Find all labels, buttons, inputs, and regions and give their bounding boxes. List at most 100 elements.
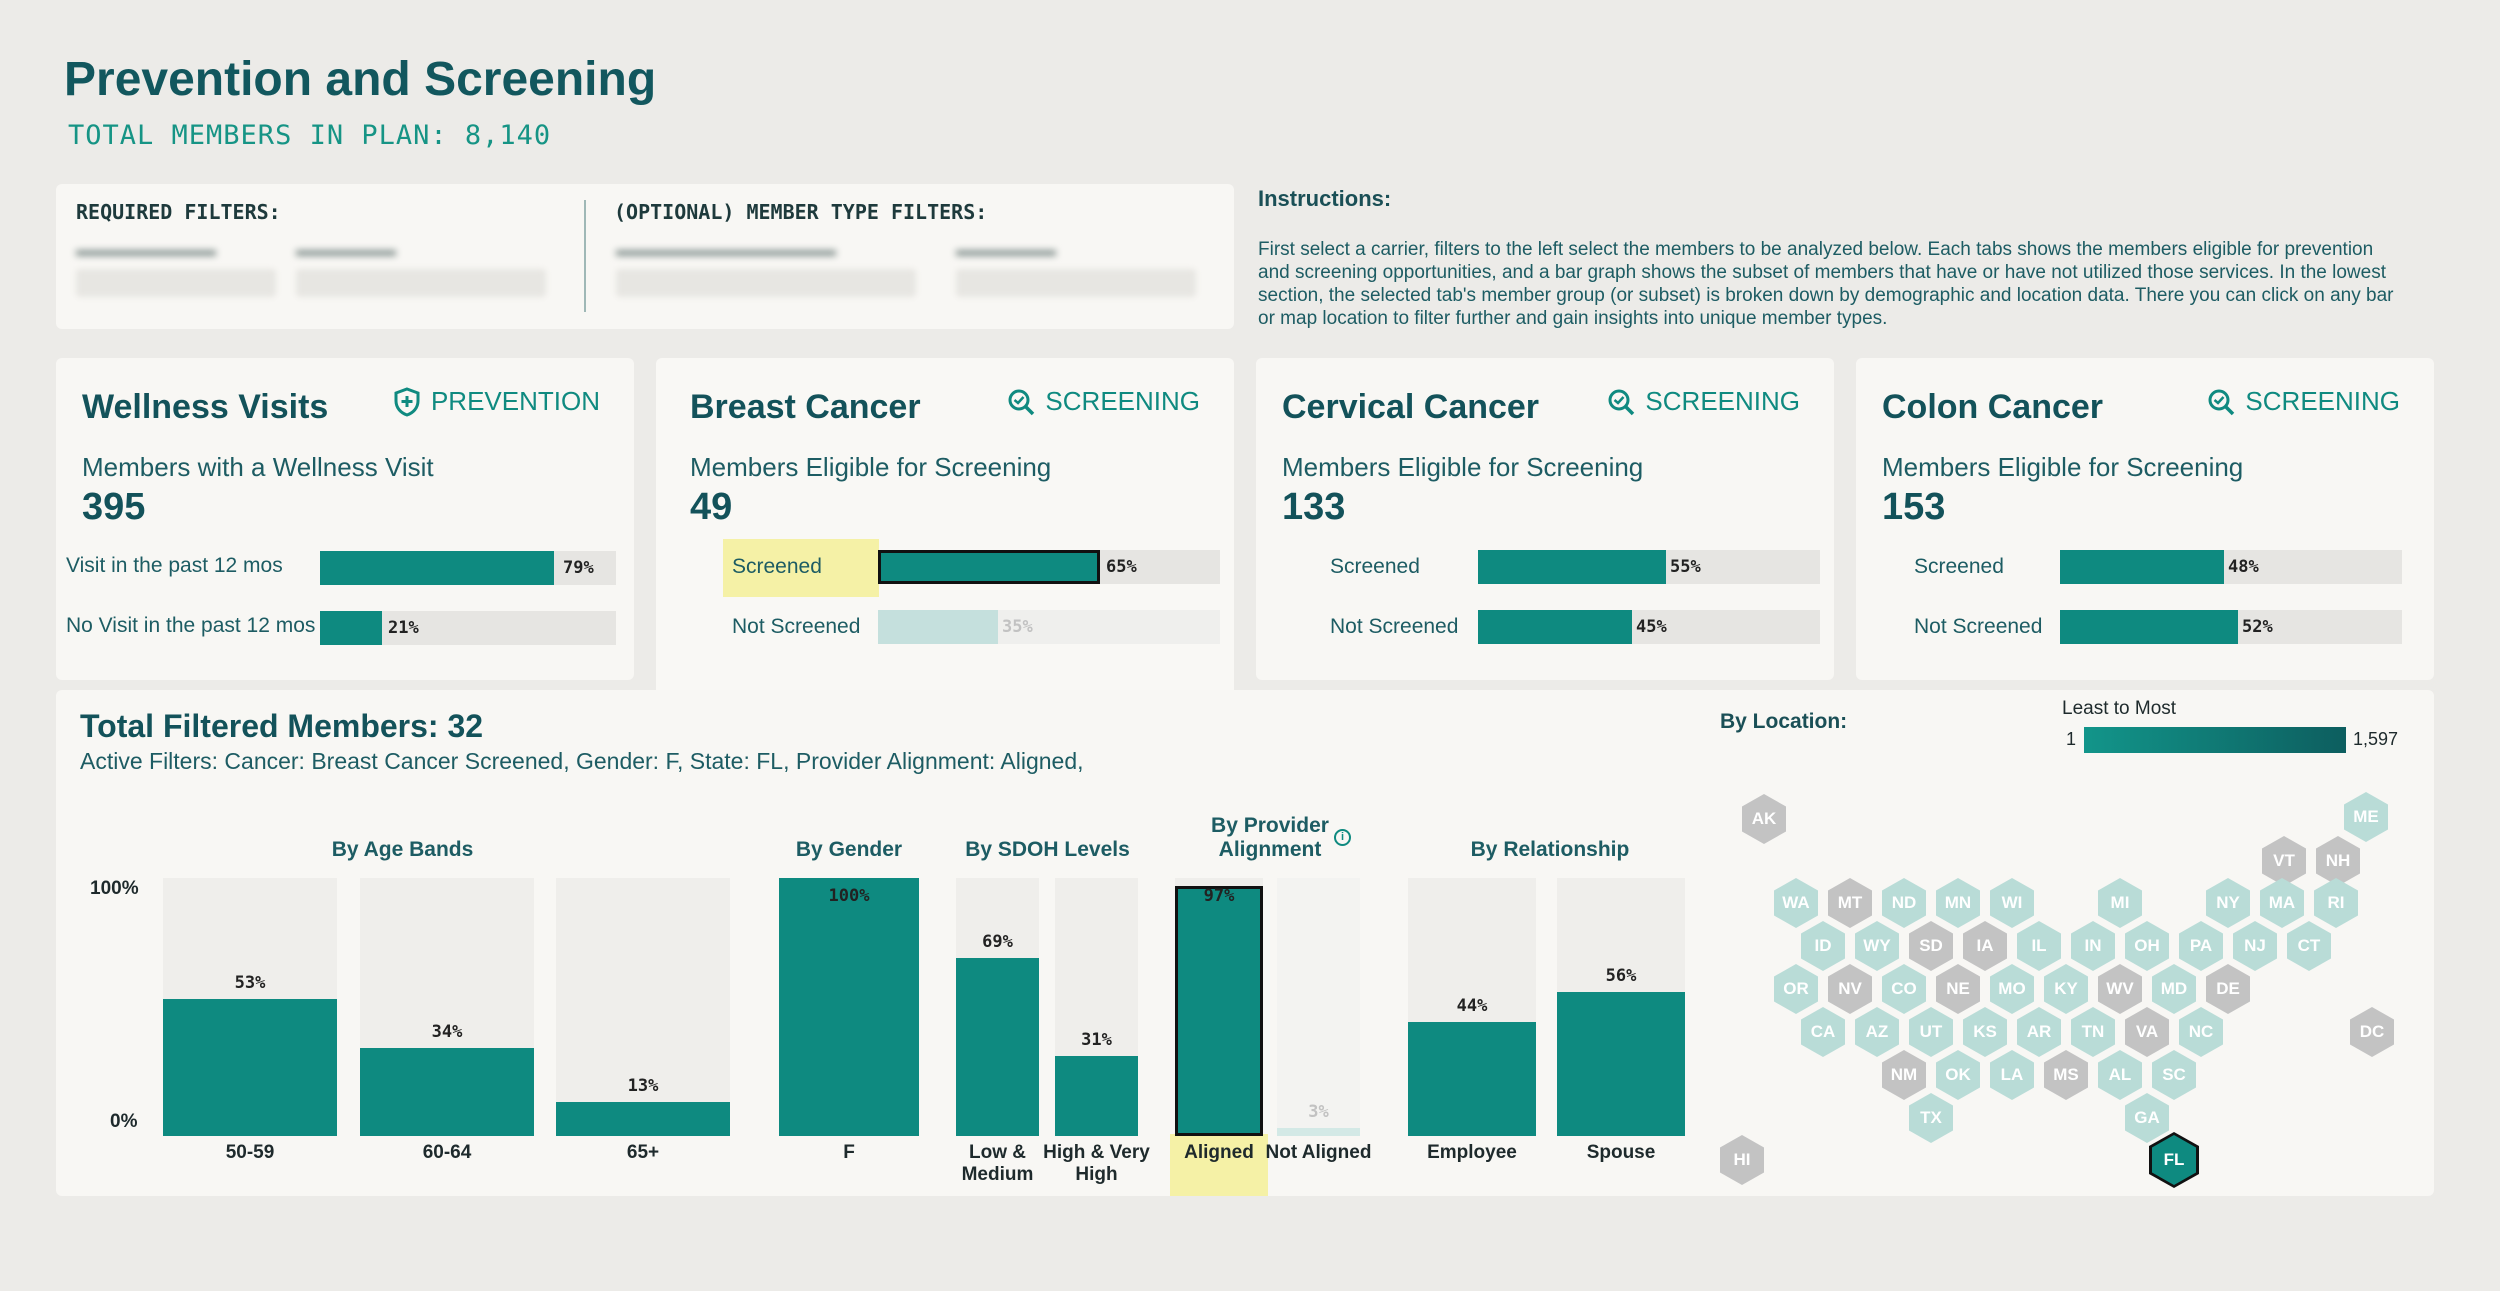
bar-pct: 52% <box>2242 617 2273 637</box>
bar-pct: 48% <box>2228 557 2259 577</box>
state-ne[interactable]: NE <box>1936 964 1980 1014</box>
filter-slider[interactable] <box>956 269 1196 297</box>
state-mn[interactable]: MN <box>1936 878 1980 928</box>
progress-bar[interactable]: 48% <box>2060 550 2402 584</box>
kpi-tag: SCREENING <box>1007 386 1200 417</box>
filter-dropdown[interactable] <box>616 269 916 297</box>
bar-50-59[interactable]: 53% <box>163 878 337 1136</box>
state-la[interactable]: LA <box>1990 1050 2034 1100</box>
bar-fill <box>556 1102 730 1136</box>
kpi-tag-label: PREVENTION <box>430 386 600 416</box>
kpi-subtitle: Members Eligible for Screening <box>1282 452 1644 482</box>
progress-bar[interactable]: 65% <box>878 550 1220 584</box>
bar-f[interactable]: 100% <box>779 878 919 1136</box>
bar-employee[interactable]: 44% <box>1408 878 1536 1136</box>
selected-highlight <box>1170 1134 1268 1196</box>
kpi-card-colon[interactable]: Colon Cancer SCREENING Members Eligible … <box>1856 358 2434 680</box>
state-ia[interactable]: IA <box>1963 921 2007 971</box>
chart-title-relationship: By Relationship <box>1470 838 1630 861</box>
state-ca[interactable]: CA <box>1801 1007 1845 1057</box>
bar-pct: 55% <box>1670 557 1701 577</box>
state-ok[interactable]: OK <box>1936 1050 1980 1100</box>
filter-dropdown[interactable] <box>76 269 276 297</box>
bar-65-[interactable]: 13% <box>556 878 730 1136</box>
progress-bar[interactable]: 45% <box>1478 610 1820 644</box>
bar-value-label: 3% <box>1308 1102 1329 1123</box>
filter-label-blurred: ▬▬▬▬▬▬▬▬▬▬▬ <box>616 239 836 261</box>
row-label: Not Screened <box>1330 615 1459 638</box>
row-label: Screened <box>732 555 822 578</box>
kpi-title: Cervical Cancer <box>1282 388 1540 426</box>
kpi-count: 395 <box>82 486 146 528</box>
filter-label-blurred: ▬▬▬▬▬ <box>296 239 396 261</box>
kpi-card-wellness[interactable]: Wellness Visits PREVENTION Members with … <box>56 358 634 680</box>
bar-fill <box>1175 885 1263 1136</box>
state-nv[interactable]: NV <box>1828 964 1872 1014</box>
bar-aligned[interactable]: 97% <box>1175 878 1263 1136</box>
state-mt[interactable]: MT <box>1828 878 1872 928</box>
bar-value-label: 97% <box>1203 886 1235 906</box>
progress-bar[interactable]: 79% <box>320 551 616 585</box>
bar-high-very-high[interactable]: 31% <box>1055 878 1138 1136</box>
bar-fill <box>1478 610 1632 644</box>
progress-bar[interactable]: 21% <box>320 611 616 645</box>
chart-title-gender: By Gender <box>795 838 903 861</box>
required-filters-label: REQUIRED FILTERS: <box>76 200 281 224</box>
kpi-subtitle: Members with a Wellness Visit <box>82 452 434 482</box>
filter-label-blurred: ▬▬▬▬▬ <box>956 239 1056 261</box>
chart-title-provider: By Provider Alignment <box>1211 814 1329 861</box>
bar-fill <box>1055 1056 1138 1136</box>
legend-title: Least to Most <box>2062 698 2177 719</box>
progress-bar[interactable]: 35% <box>878 610 1220 644</box>
bar-pct: 79% <box>563 558 594 578</box>
state-wi[interactable]: WI <box>1990 878 2034 928</box>
shield-plus-icon <box>394 386 420 417</box>
instructions-title: Instructions: <box>1258 186 1392 211</box>
bar-low-medium[interactable]: 69% <box>956 878 1039 1136</box>
bar-fill <box>163 999 337 1136</box>
kpi-count: 153 <box>1882 486 1946 528</box>
instructions-text: First select a carrier, filters to the l… <box>1258 239 2394 329</box>
bar-category-label: 60-64 <box>422 1142 472 1163</box>
state-tx[interactable]: TX <box>1909 1093 1953 1143</box>
legend-max: 1,597 <box>2353 729 2399 749</box>
kpi-tag-label: SCREENING <box>2245 386 2400 416</box>
filter-dropdown[interactable] <box>296 269 546 297</box>
state-mo[interactable]: MO <box>1990 964 2034 1014</box>
kpi-title: Colon Cancer <box>1882 388 2104 426</box>
magnify-check-icon <box>1008 389 1035 415</box>
bar-fill <box>2060 610 2238 644</box>
state-ut[interactable]: UT <box>1909 1007 1953 1057</box>
bar-category-label: F <box>843 1142 855 1163</box>
bar-value-label: 13% <box>627 1076 659 1097</box>
progress-bar[interactable]: 52% <box>2060 610 2402 644</box>
state-or[interactable]: OR <box>1774 964 1818 1014</box>
kpi-card-breast[interactable]: Breast Cancer SCREENING Members Eligible… <box>656 358 1234 698</box>
row-label: No Visit in the past 12 mos <box>66 614 316 637</box>
bar-spouse[interactable]: 56% <box>1557 878 1685 1136</box>
state-hi[interactable]: HI <box>1720 1135 1764 1185</box>
state-wy[interactable]: WY <box>1855 921 1899 971</box>
kpi-card-cervical[interactable]: Cervical Cancer SCREENING Members Eligib… <box>1256 358 1834 680</box>
state-wa[interactable]: WA <box>1774 878 1818 928</box>
kpi-tag: SCREENING <box>1607 386 1800 417</box>
kpi-count: 133 <box>1282 486 1346 528</box>
kpi-tag: PREVENTION <box>393 386 600 417</box>
state-co[interactable]: CO <box>1882 964 1926 1014</box>
bar-value-label: 44% <box>1456 996 1488 1017</box>
state-nm[interactable]: NM <box>1882 1050 1926 1100</box>
bar-not-aligned[interactable]: 3% <box>1277 878 1360 1136</box>
bar-value-label: 34% <box>431 1022 463 1043</box>
bar-60-64[interactable]: 34% <box>360 878 534 1136</box>
progress-bar[interactable]: 55% <box>1478 550 1820 584</box>
state-ks[interactable]: KS <box>1963 1007 2007 1057</box>
state-id[interactable]: ID <box>1801 921 1845 971</box>
filtered-members-title: Total Filtered Members: 32 <box>80 708 484 744</box>
state-nd[interactable]: ND <box>1882 878 1926 928</box>
state-sd[interactable]: SD <box>1909 921 1953 971</box>
bar-value-label: 56% <box>1605 965 1637 986</box>
info-icon[interactable]: i <box>1334 829 1351 846</box>
state-az[interactable]: AZ <box>1855 1007 1899 1057</box>
bar-pct: 35% <box>1002 617 1033 637</box>
state-ak[interactable]: AK <box>1742 794 1786 844</box>
